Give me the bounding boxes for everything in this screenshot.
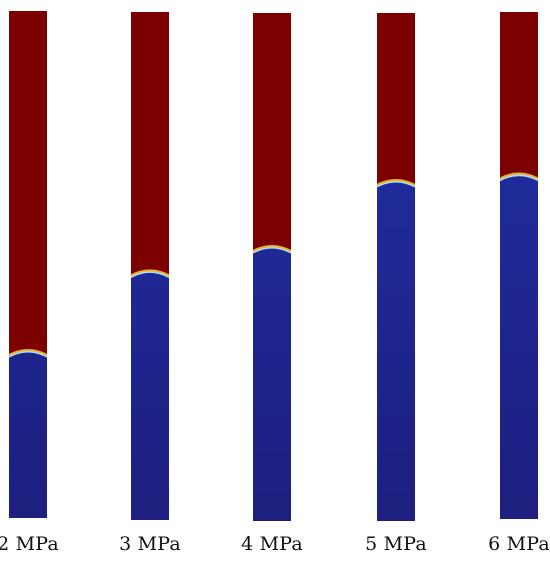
column-3mpa <box>131 12 169 520</box>
label-4mpa: 4 MPa <box>241 533 303 555</box>
interface-line-6mpa <box>500 174 538 181</box>
column-3mpa-field <box>131 12 169 520</box>
label-2mpa: 2 MPa <box>0 533 59 555</box>
column-4mpa-field <box>253 13 291 521</box>
column-5mpa-field <box>377 13 415 521</box>
interface-band-6mpa <box>500 172 538 181</box>
interface-band-5mpa <box>377 178 415 188</box>
column-6mpa-field <box>500 12 538 519</box>
column-2mpa-field <box>9 11 47 518</box>
upper-phase-6mpa <box>500 12 538 180</box>
interface-band-2mpa <box>9 349 47 358</box>
interface-band-4mpa <box>253 245 291 254</box>
interface-line-4mpa <box>253 247 291 254</box>
upper-phase-3mpa <box>131 12 169 277</box>
interface-line-2mpa <box>9 351 47 358</box>
upper-phase-2mpa <box>9 11 47 356</box>
column-5mpa <box>377 13 415 521</box>
column-2mpa <box>9 11 47 518</box>
interface-line-5mpa <box>377 180 415 188</box>
column-4mpa <box>253 13 291 521</box>
upper-phase-4mpa <box>253 13 291 252</box>
label-3mpa: 3 MPa <box>119 533 181 555</box>
interface-band-3mpa <box>131 269 169 278</box>
label-6mpa: 6 MPa <box>488 533 550 555</box>
interface-line-3mpa <box>131 271 169 278</box>
upper-phase-5mpa <box>377 13 415 186</box>
column-6mpa <box>500 12 538 519</box>
label-5mpa: 5 MPa <box>365 533 427 555</box>
